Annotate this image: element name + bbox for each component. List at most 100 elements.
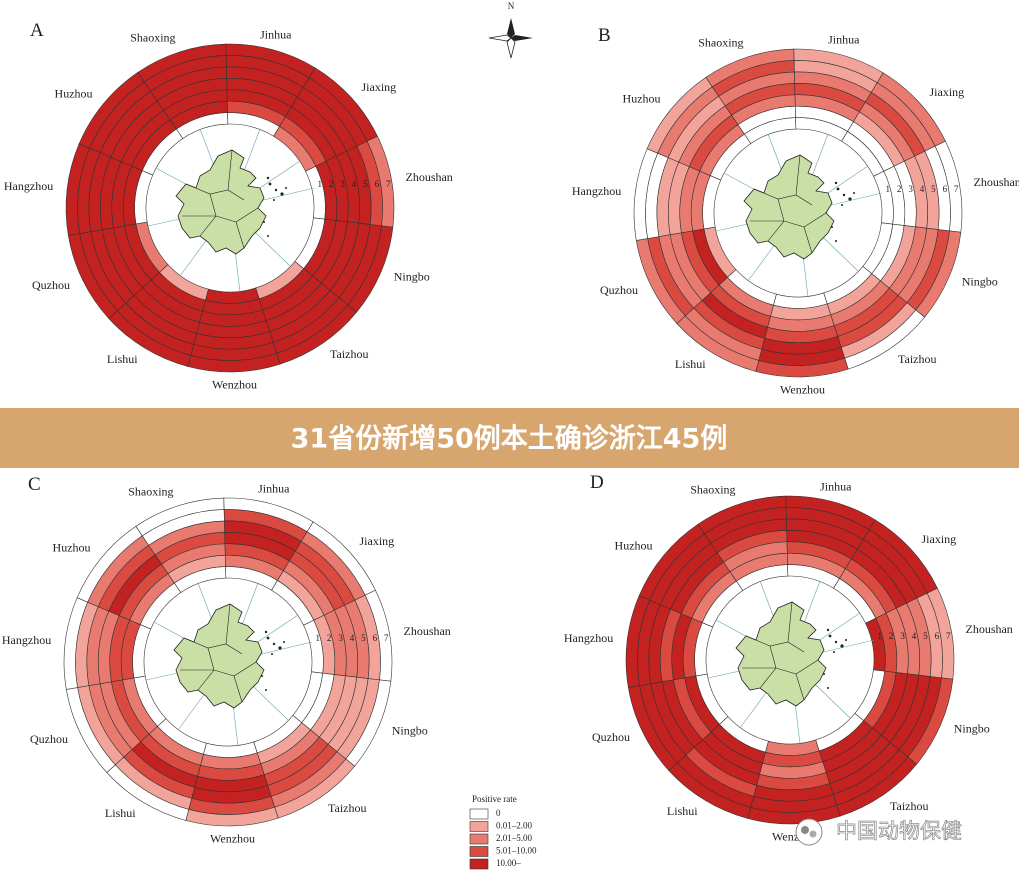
- city-label: Ningbo: [394, 270, 430, 284]
- ring-cell: [868, 519, 938, 594]
- city-label: Zhoushan: [403, 624, 450, 638]
- ring-number: 5: [931, 184, 936, 194]
- watermark-text: 中国动物保健: [836, 819, 962, 843]
- city-label: Jinhua: [260, 28, 292, 42]
- panel-label: B: [598, 25, 611, 46]
- city-label: Quzhou: [32, 278, 70, 292]
- panel-label: A: [30, 20, 44, 41]
- city-label: Huzhou: [53, 541, 91, 555]
- ring-number: 7: [954, 184, 959, 194]
- ring-number: 3: [900, 631, 905, 641]
- ring-number: 6: [373, 633, 378, 643]
- ring-number: 2: [329, 179, 334, 189]
- ring-number: 4: [352, 179, 357, 189]
- panel-label: D: [590, 472, 604, 493]
- legend-label: 2.01–5.00: [496, 833, 533, 843]
- city-label: Jinhua: [828, 33, 860, 47]
- ring-number: 1: [315, 633, 320, 643]
- ring-cell: [306, 521, 376, 596]
- panel-label: C: [28, 474, 41, 495]
- city-label: Taizhou: [330, 347, 368, 361]
- ring-number: 6: [375, 179, 380, 189]
- city-label: Huzhou: [623, 92, 661, 106]
- ring-cell: [308, 67, 378, 142]
- city-label: Zhoushan: [405, 170, 452, 184]
- city-label: Lishui: [107, 352, 138, 366]
- city-label: Shaoxing: [698, 35, 743, 49]
- city-label: Zhoushan: [973, 175, 1019, 189]
- ring-number: 7: [386, 179, 391, 189]
- ring-number: 5: [361, 633, 366, 643]
- city-label: Jiaxing: [930, 85, 965, 99]
- city-label: Shaoxing: [128, 484, 173, 498]
- city-label: Ningbo: [962, 275, 998, 289]
- city-label: Shaoxing: [130, 30, 175, 44]
- ring-number: 2: [327, 633, 332, 643]
- ring-number: 4: [912, 631, 917, 641]
- ring-number: 6: [943, 184, 948, 194]
- ring-number: 7: [946, 631, 951, 641]
- polar-panel: C Zhoushan Ningbo Taizhou Wenzhou Lishui Quzho…: [2, 474, 451, 846]
- legend-swatch: [469, 846, 489, 857]
- city-label: Quzhou: [600, 283, 638, 297]
- legend-swatch: [469, 858, 489, 870]
- ring-number: 1: [317, 179, 322, 189]
- city-label: Ningbo: [954, 722, 990, 736]
- watermark: 中国动物保健: [795, 818, 962, 846]
- ring-number: 2: [897, 184, 902, 194]
- polar-panel: B Zhoushan Ningbo Taizhou Wenzhou Lishui Quzho…: [572, 25, 1019, 397]
- ring-number: 1: [885, 184, 890, 194]
- city-label: Taizhou: [328, 801, 366, 815]
- legend-label: 10.00–: [496, 858, 521, 868]
- ring-number: 3: [908, 184, 913, 194]
- polar-panel: A Zhoushan Ningbo Taizhou Wenzhou Lishui Quzho…: [4, 20, 453, 392]
- banner-bg: [0, 408, 1019, 468]
- city-label: Quzhou: [30, 732, 68, 746]
- legend-label: 0.01–2.00: [496, 821, 533, 831]
- ring-number: 4: [920, 184, 925, 194]
- legend-swatch: [469, 833, 489, 845]
- city-label: Ningbo: [392, 724, 428, 738]
- legend-swatch: [469, 821, 489, 832]
- city-label: Shaoxing: [690, 482, 735, 496]
- ring-cell: [876, 72, 946, 147]
- city-label: Jinhua: [258, 482, 290, 496]
- compass-label: N: [508, 1, 515, 11]
- panels: A Zhoushan Ningbo Taizhou Wenzhou Lishui Quzho…: [2, 20, 1019, 846]
- city-label: Wenzhou: [780, 383, 825, 397]
- city-label: Quzhou: [592, 730, 630, 744]
- legend-label: 0: [496, 808, 501, 818]
- legend-title: Positive rate: [472, 794, 517, 804]
- city-label: Taizhou: [898, 352, 936, 366]
- city-label: Hangzhou: [2, 633, 51, 647]
- city-label: Huzhou: [615, 539, 653, 553]
- city-label: Hangzhou: [4, 179, 53, 193]
- city-label: Lishui: [105, 806, 136, 820]
- city-label: Jinhua: [820, 480, 852, 494]
- city-label: Jiaxing: [360, 534, 395, 548]
- ring-number: 5: [363, 179, 368, 189]
- legend-label: 5.01–10.00: [496, 846, 537, 856]
- city-label: Zhoushan: [965, 622, 1012, 636]
- legend: Positive rate 0 0.01–2.00 2.01–5.00 5.01–10…: [469, 794, 537, 870]
- city-label: Jiaxing: [922, 532, 957, 546]
- banner-title: 31省份新增50例本土确诊浙江45例: [291, 423, 728, 455]
- ring-number: 3: [338, 633, 343, 643]
- ring-number: 1: [877, 631, 882, 641]
- legend-swatch: [469, 808, 489, 820]
- ring-number: 5: [923, 631, 928, 641]
- city-label: Wenzhou: [212, 378, 257, 392]
- city-label: Wenzhou: [210, 832, 255, 846]
- city-label: Lishui: [667, 804, 698, 818]
- city-label: Taizhou: [890, 799, 928, 813]
- city-label: Jiaxing: [362, 80, 397, 94]
- ring-number: 3: [340, 179, 345, 189]
- city-label: Hangzhou: [564, 631, 613, 645]
- city-label: Hangzhou: [572, 184, 621, 198]
- city-label: Lishui: [675, 357, 706, 371]
- ring-number: 2: [889, 631, 894, 641]
- ring-number: 6: [935, 631, 940, 641]
- compass: N: [488, 1, 533, 59]
- polar-panel: DZhoushanNingboTaizhouWenzhouLishuiQuzho…: [564, 472, 1013, 844]
